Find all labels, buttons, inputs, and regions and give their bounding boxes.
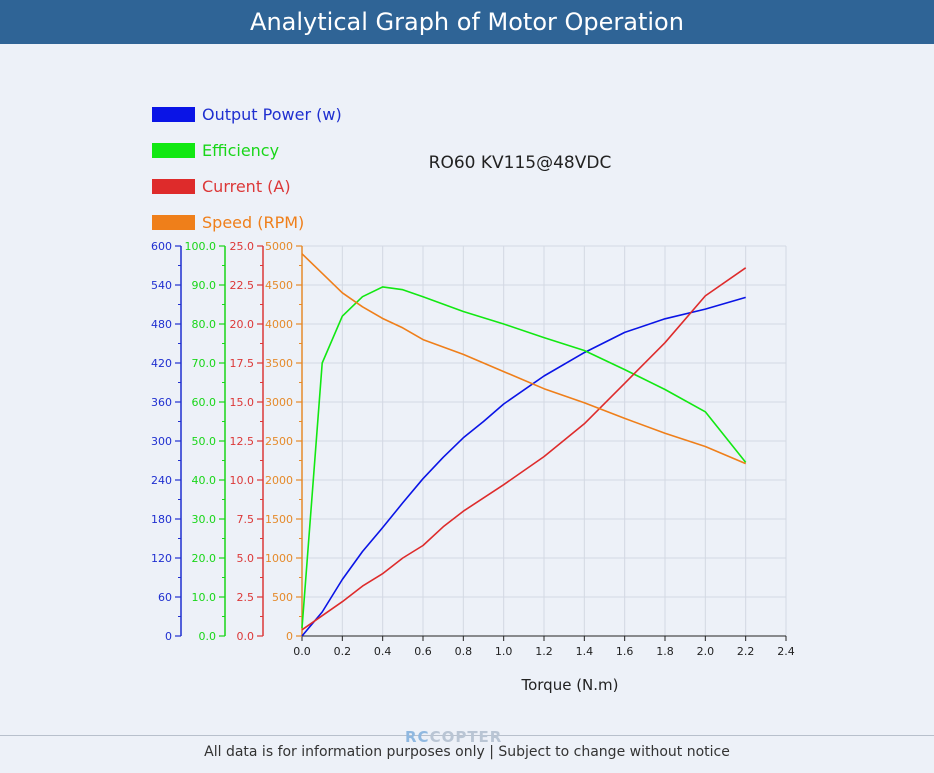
- y-tick-label-current-8: 20.0: [230, 318, 255, 331]
- series-line-power: [301, 296, 746, 637]
- x-tick-label-6: 1.2: [535, 645, 553, 658]
- y-tick-label-speed-6: 3000: [265, 396, 293, 409]
- y-tick-label-efficiency-10: 100.0: [185, 240, 217, 253]
- y-tick-label-power-10: 600: [151, 240, 172, 253]
- y-tick-label-speed-1: 500: [272, 591, 293, 604]
- y-tick-label-speed-4: 2000: [265, 474, 293, 487]
- x-tick-label-0: 0.0: [293, 645, 311, 658]
- y-tick-label-efficiency-4: 40.0: [192, 474, 217, 487]
- y-tick-label-power-2: 120: [151, 552, 172, 565]
- x-axis-title: Torque (N.m): [520, 676, 618, 694]
- y-tick-label-speed-5: 2500: [265, 435, 293, 448]
- y-tick-label-speed-0: 0: [286, 630, 293, 643]
- x-tick-label-1: 0.2: [334, 645, 352, 658]
- y-tick-label-power-8: 480: [151, 318, 172, 331]
- legend-swatch-current: [152, 178, 195, 194]
- y-tick-label-current-9: 22.5: [230, 279, 255, 292]
- footer-divider: [0, 735, 934, 736]
- legend-label-efficiency: Efficiency: [202, 140, 280, 160]
- series-line-speed: [301, 253, 747, 465]
- x-tick-label-12: 2.4: [777, 645, 795, 658]
- y-tick-label-speed-2: 1000: [265, 552, 293, 565]
- legend-swatch-efficiency: [152, 142, 195, 158]
- chart-legend: Output Power (w) Efficiency Current (A) …: [152, 96, 342, 240]
- y-tick-label-speed-8: 4000: [265, 318, 293, 331]
- y-tick-label-current-2: 5.0: [237, 552, 255, 565]
- watermark-copter: COPTER: [429, 728, 503, 746]
- watermark-logo: RCCOPTER: [405, 728, 502, 746]
- legend-label-current: Current (A): [202, 176, 291, 196]
- x-tick-label-7: 1.4: [576, 645, 594, 658]
- y-tick-label-power-3: 180: [151, 513, 172, 526]
- y-tick-label-efficiency-3: 30.0: [192, 513, 217, 526]
- y-tick-label-power-5: 300: [151, 435, 172, 448]
- legend-item-speed: Speed (RPM): [152, 204, 342, 240]
- y-tick-label-power-7: 420: [151, 357, 172, 370]
- x-tick-label-11: 2.2: [737, 645, 755, 658]
- y-tick-label-current-0: 0.0: [237, 630, 255, 643]
- y-tick-label-efficiency-1: 10.0: [192, 591, 217, 604]
- y-tick-label-current-7: 17.5: [230, 357, 255, 370]
- legend-item-current: Current (A): [152, 168, 342, 204]
- y-tick-label-speed-7: 3500: [265, 357, 293, 370]
- chart-title: RO60 KV115@48VDC: [428, 153, 612, 173]
- series-line-efficiency: [301, 286, 747, 629]
- y-tick-label-current-4: 10.0: [230, 474, 255, 487]
- y-tick-label-efficiency-0: 0.0: [199, 630, 217, 643]
- page-title: Analytical Graph of Motor Operation: [250, 8, 684, 36]
- page-header: Analytical Graph of Motor Operation: [0, 0, 934, 44]
- y-tick-label-current-6: 15.0: [230, 396, 255, 409]
- y-tick-label-efficiency-8: 80.0: [192, 318, 217, 331]
- y-tick-label-speed-9: 4500: [265, 279, 293, 292]
- legend-item-output-power: Output Power (w): [152, 96, 342, 132]
- footer-note: All data is for information purposes onl…: [204, 744, 730, 760]
- x-tick-label-4: 0.8: [455, 645, 473, 658]
- y-tick-label-current-5: 12.5: [230, 435, 255, 448]
- y-tick-label-efficiency-6: 60.0: [192, 396, 217, 409]
- legend-swatch-speed: [152, 214, 195, 230]
- x-tick-label-8: 1.6: [616, 645, 634, 658]
- y-tick-label-efficiency-2: 20.0: [192, 552, 217, 565]
- y-tick-label-power-4: 240: [151, 474, 172, 487]
- y-tick-label-efficiency-9: 90.0: [192, 279, 217, 292]
- legend-label-speed: Speed (RPM): [202, 212, 305, 232]
- legend-swatch-output-power: [152, 106, 195, 122]
- x-tick-label-5: 1.0: [495, 645, 513, 658]
- y-tick-label-efficiency-5: 50.0: [192, 435, 217, 448]
- watermark-rc: RC: [405, 728, 430, 746]
- y-tick-label-power-9: 540: [151, 279, 172, 292]
- y-tick-label-current-1: 2.5: [237, 591, 255, 604]
- legend-item-efficiency: Efficiency: [152, 132, 342, 168]
- y-tick-label-power-6: 360: [151, 396, 172, 409]
- x-tick-label-2: 0.4: [374, 645, 392, 658]
- legend-label-output-power: Output Power (w): [202, 104, 342, 124]
- y-tick-label-speed-10: 5000: [265, 240, 293, 253]
- x-tick-label-3: 0.6: [414, 645, 432, 658]
- y-tick-label-power-0: 0: [165, 630, 172, 643]
- y-tick-label-speed-3: 1500: [265, 513, 293, 526]
- y-tick-label-current-10: 25.0: [230, 240, 255, 253]
- y-tick-label-current-3: 7.5: [237, 513, 255, 526]
- series-line-current: [301, 267, 747, 631]
- y-tick-label-power-1: 60: [158, 591, 172, 604]
- x-tick-label-9: 1.8: [656, 645, 674, 658]
- y-tick-label-efficiency-7: 70.0: [192, 357, 217, 370]
- x-tick-label-10: 2.0: [697, 645, 715, 658]
